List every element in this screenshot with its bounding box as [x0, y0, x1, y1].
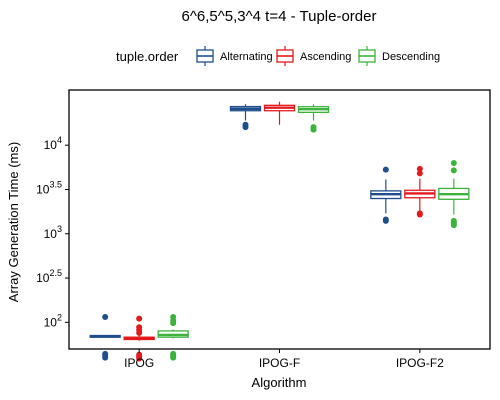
outlier-point [102, 313, 109, 320]
chart-title: 6^6,5^5,3^4 t=4 - Tuple-order [182, 8, 377, 25]
legend: tuple.order Alternating Ascending Descendi… [116, 46, 440, 66]
x-tick-label: IPOG-F2 [396, 356, 444, 370]
legend-label: Ascending [300, 51, 351, 63]
series-descending [157, 104, 470, 361]
x-axis-label: Algorithm [252, 375, 307, 390]
y-tick-label: 103 [44, 224, 62, 241]
legend-title: tuple.order [116, 49, 179, 64]
legend-label: Alternating [220, 51, 273, 63]
plot-panel-border [68, 89, 491, 350]
plot-area [68, 89, 491, 362]
y-tick-label: 102.5 [36, 268, 62, 285]
series-alternating [89, 104, 402, 361]
outlier-point [450, 159, 457, 166]
y-tick-label: 102 [44, 312, 62, 329]
outlier-point [136, 351, 143, 358]
outlier-point [416, 170, 423, 177]
y-axis-label: Array Generation Time (ms) [6, 142, 21, 302]
x-tick-label: IPOG-F [259, 356, 300, 370]
x-tick-label: IPOG [124, 356, 154, 370]
legend-label: Descending [382, 51, 440, 63]
outlier-point [382, 166, 389, 173]
y-tick-label: 103.5 [36, 179, 62, 196]
series-ascending [123, 101, 436, 362]
outlier-point [170, 313, 177, 320]
outlier-point [242, 121, 249, 128]
outlier-point [416, 165, 423, 172]
x-axis: IPOG IPOG-F IPOG-F2 [124, 349, 444, 370]
outlier-point [450, 217, 457, 224]
outlier-point [310, 124, 317, 131]
outlier-point [102, 350, 109, 357]
outlier-point [136, 324, 143, 331]
outlier-point [136, 315, 143, 322]
outlier-point [382, 216, 389, 223]
outlier-point [450, 167, 457, 174]
y-tick-label: 104 [44, 135, 62, 152]
legend-entry-alternating: Alternating [196, 46, 273, 66]
outlier-point [416, 210, 423, 217]
y-axis: 102 102.5 103 103.5 104 [36, 135, 69, 329]
legend-entry-descending: Descending [358, 46, 440, 66]
legend-entry-ascending: Ascending [276, 46, 351, 66]
outlier-point [170, 350, 177, 357]
